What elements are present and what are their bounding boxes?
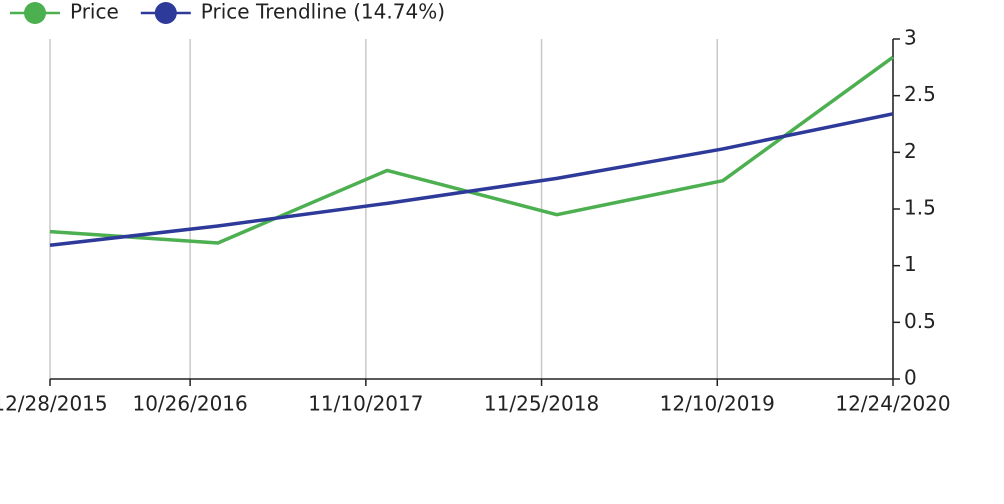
x-tick-label: 12/28/2015 xyxy=(0,392,108,416)
legend-label: Price xyxy=(70,0,119,24)
y-tick-label: 2.5 xyxy=(904,82,936,106)
y-tick-label: 0 xyxy=(904,366,917,390)
x-tick-label: 11/25/2018 xyxy=(484,392,599,416)
x-tick-label: 12/10/2019 xyxy=(660,392,775,416)
y-tick-label: 0.5 xyxy=(904,309,936,333)
x-tick-label: 10/26/2016 xyxy=(132,392,247,416)
x-tick-label: 11/10/2017 xyxy=(308,392,423,416)
x-tick-label: 12/24/2020 xyxy=(835,392,950,416)
y-tick-label: 1.5 xyxy=(904,196,936,220)
y-tick-label: 1 xyxy=(904,252,917,276)
legend-label: Price Trendline (14.74%) xyxy=(201,0,445,24)
legend-marker xyxy=(154,2,177,24)
y-tick-label: 3 xyxy=(904,26,917,50)
line-series xyxy=(49,112,894,248)
legend-marker xyxy=(24,2,46,24)
y-tick-label: 2 xyxy=(904,139,917,163)
line-series xyxy=(49,55,895,245)
